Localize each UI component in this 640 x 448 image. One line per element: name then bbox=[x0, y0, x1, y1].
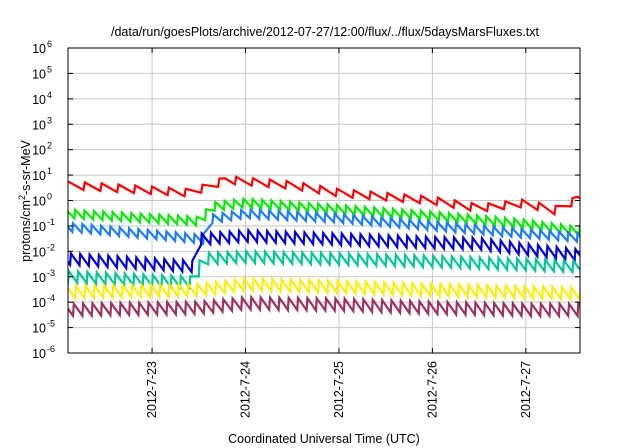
series-line bbox=[68, 275, 580, 303]
series-lines bbox=[68, 175, 580, 320]
y-axis-label: protons/cm2-s-sr-MeV bbox=[17, 139, 33, 261]
y-tick-exponent: -3 bbox=[47, 268, 55, 278]
y-tick-exponent: 5 bbox=[47, 64, 52, 74]
x-axis-ticks: 2012-7-23 2012-7-24 2012-7-25 2012-7-26 2012… bbox=[145, 48, 533, 418]
y-tick-exponent: -6 bbox=[47, 344, 55, 354]
series-line bbox=[68, 207, 580, 247]
y-tick-exponent: -1 bbox=[47, 217, 55, 227]
y-axis-label-suffix: -s-sr-MeV bbox=[19, 139, 33, 195]
y-tick-exponent: 1 bbox=[47, 166, 52, 176]
y-tick-label: 10 bbox=[32, 245, 46, 259]
y-tick-exponent: -2 bbox=[47, 242, 55, 252]
y-tick-exponent: -5 bbox=[47, 319, 55, 329]
y-axis-label-sup: 2 bbox=[17, 195, 27, 200]
y-tick-label: 10 bbox=[32, 169, 46, 183]
y-tick-label: 10 bbox=[32, 322, 46, 336]
y-tick-label: 10 bbox=[32, 42, 46, 56]
x-tick-label: 2012-7-26 bbox=[425, 361, 439, 418]
y-tick-label: 10 bbox=[32, 93, 46, 107]
y-tick-label: 10 bbox=[32, 296, 46, 310]
series-line bbox=[68, 196, 580, 239]
x-tick-label: 2012-7-27 bbox=[519, 361, 533, 418]
x-tick-label: 2012-7-24 bbox=[239, 361, 253, 418]
y-tick-label: 10 bbox=[32, 144, 46, 158]
series-line bbox=[68, 227, 580, 276]
series-line bbox=[68, 175, 580, 217]
y-tick-label: 10 bbox=[32, 67, 46, 81]
y-tick-label: 10 bbox=[32, 118, 46, 132]
series-line bbox=[68, 248, 580, 291]
y-tick-exponent: 6 bbox=[47, 39, 52, 49]
y-tick-exponent: -4 bbox=[47, 293, 55, 303]
x-axis-label: Coordinated Universal Time (UTC) bbox=[228, 432, 420, 446]
y-tick-exponent: 4 bbox=[47, 90, 52, 100]
x-tick-label: 2012-7-25 bbox=[332, 361, 346, 418]
y-axis-ticks: 10 -610 -510 -410 -310 -210 -110 010 110 210 310 41… bbox=[32, 39, 580, 361]
series-line bbox=[68, 294, 580, 320]
plot-area: 10 -610 -510 -410 -310 -210 -110 010 110 210 310 41… bbox=[32, 39, 581, 418]
y-axis-label-prefix: protons/cm bbox=[19, 200, 33, 262]
y-tick-label: 10 bbox=[32, 220, 46, 234]
x-tick-label: 2012-7-23 bbox=[145, 361, 159, 418]
y-tick-exponent: 3 bbox=[47, 115, 52, 125]
y-tick-label: 10 bbox=[32, 195, 46, 209]
y-tick-exponent: 2 bbox=[47, 141, 52, 151]
y-tick-exponent: 0 bbox=[47, 192, 52, 202]
y-tick-label: 10 bbox=[32, 271, 46, 285]
chart-title: /data/run/goesPlots/archive/2012-07-27/1… bbox=[111, 25, 540, 39]
y-tick-label: 10 bbox=[32, 347, 46, 361]
